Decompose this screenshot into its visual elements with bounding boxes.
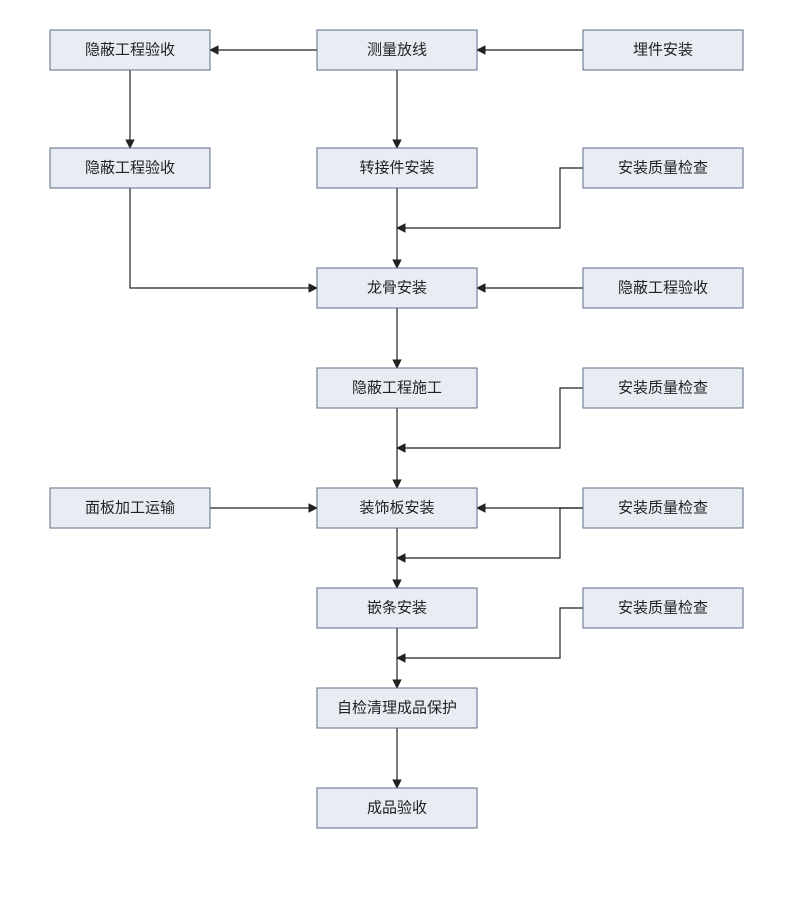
flow-node-label: 转接件安装: [359, 160, 434, 177]
flow-node: 隐蔽工程验收: [583, 268, 743, 308]
flow-node-label: 面板加工运输: [85, 499, 175, 517]
flow-node: 测量放线: [317, 30, 477, 70]
flow-node: 装饰板安装: [317, 488, 477, 528]
flowchart-canvas: 隐蔽工程验收测量放线埋件安装隐蔽工程验收转接件安装安装质量检查龙骨安装隐蔽工程验…: [0, 0, 793, 900]
flow-node: 面板加工运输: [50, 488, 210, 528]
flow-node-label: 安装质量检查: [618, 600, 708, 617]
flow-node: 自检清理成品保护: [317, 688, 477, 728]
flow-node-label: 隐蔽工程验收: [85, 42, 175, 59]
flow-node: 安装质量检查: [583, 148, 743, 188]
flow-node: 隐蔽工程验收: [50, 148, 210, 188]
flow-node-label: 隐蔽工程验收: [85, 160, 175, 177]
flow-edge: [130, 188, 317, 288]
flow-node-label: 嵌条安装: [367, 600, 427, 617]
flow-node-label: 自检清理成品保护: [337, 700, 457, 717]
flow-node-label: 隐蔽工程验收: [618, 280, 708, 297]
flow-node: 成品验收: [317, 788, 477, 828]
flow-node: 龙骨安装: [317, 268, 477, 308]
flow-node: 安装质量检查: [583, 488, 743, 528]
flow-node-label: 安装质量检查: [618, 500, 708, 517]
flow-node-label: 测量放线: [367, 42, 427, 59]
flow-node-label: 安装质量检查: [618, 380, 708, 397]
flow-node: 嵌条安装: [317, 588, 477, 628]
flow-node-label: 龙骨安装: [367, 280, 427, 297]
flow-node-label: 隐蔽工程施工: [352, 380, 442, 397]
flow-node: 转接件安装: [317, 148, 477, 188]
flow-node-label: 装饰板安装: [359, 499, 434, 517]
flow-node-label: 成品验收: [367, 800, 427, 817]
flow-node: 安装质量检查: [583, 368, 743, 408]
flow-node: 安装质量检查: [583, 588, 743, 628]
flow-node: 埋件安装: [583, 30, 743, 70]
flow-node-label: 安装质量检查: [618, 160, 708, 177]
flow-node: 隐蔽工程施工: [317, 368, 477, 408]
flow-node: 隐蔽工程验收: [50, 30, 210, 70]
flow-node-label: 埋件安装: [633, 42, 693, 59]
